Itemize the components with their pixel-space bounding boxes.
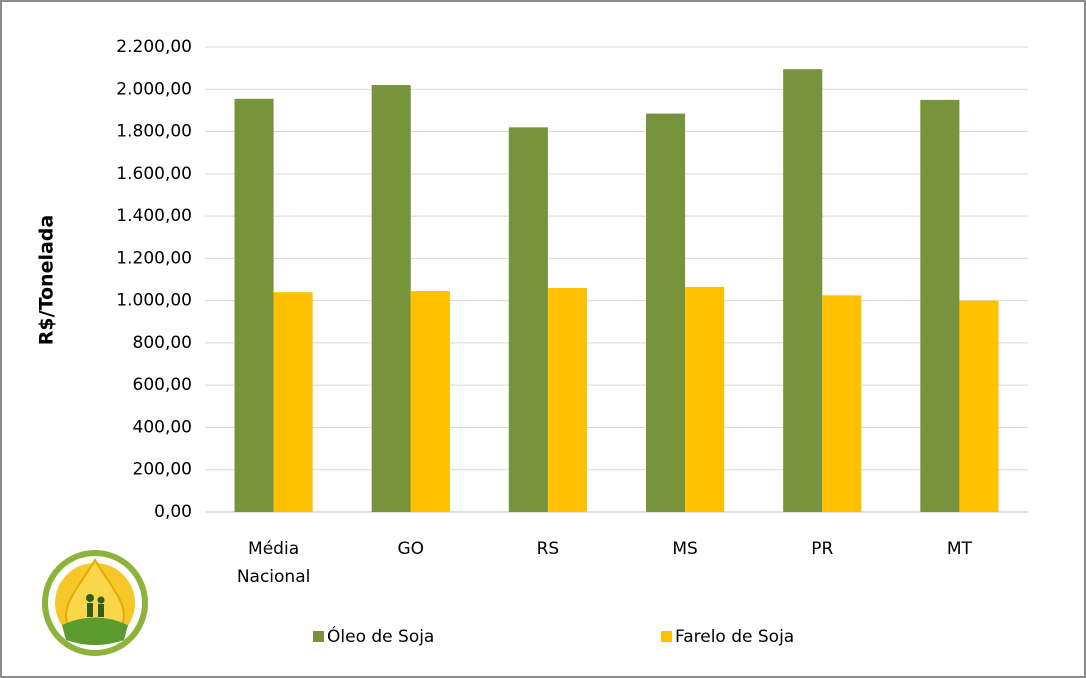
- legend-label: Óleo de Soja: [327, 625, 434, 647]
- bar: [920, 99, 960, 512]
- bar: [959, 300, 999, 512]
- x-tick-label: RS: [537, 539, 560, 559]
- y-axis-title: R$/Tonelada: [36, 215, 58, 345]
- y-tick-label: 400,00: [133, 417, 192, 437]
- bar: [273, 292, 313, 512]
- bar: [645, 113, 686, 513]
- x-tick-label: PR: [811, 539, 833, 559]
- bar: [783, 69, 823, 513]
- y-tick-label: 2.200,00: [116, 37, 192, 57]
- x-tick-label: MS: [672, 539, 697, 559]
- legend-swatch: [661, 631, 672, 642]
- x-tick-label: Média Nacional: [237, 539, 311, 587]
- y-tick-label: 800,00: [133, 333, 192, 353]
- y-tick-label: 1.200,00: [116, 248, 192, 268]
- y-tick-label: 1.600,00: [116, 164, 192, 184]
- y-tick-label: 1.000,00: [116, 291, 192, 311]
- x-tick-label: MT: [947, 539, 973, 559]
- bar: [685, 286, 725, 512]
- logo: [42, 550, 148, 656]
- bar: [547, 287, 588, 512]
- legend-label: Farelo de Soja: [675, 627, 794, 647]
- bar: [508, 127, 548, 513]
- y-tick-label: 0,00: [154, 502, 192, 522]
- bar: [371, 85, 411, 512]
- y-tick-label: 1.400,00: [116, 206, 192, 226]
- legend-swatch: [313, 631, 324, 642]
- bar: [410, 291, 450, 512]
- x-tick-label: GO: [397, 539, 424, 559]
- bar: [822, 295, 862, 512]
- y-tick-label: 600,00: [133, 375, 192, 395]
- y-tick-label: 200,00: [133, 460, 192, 480]
- y-tick-label: 1.800,00: [116, 122, 192, 142]
- bar: [234, 98, 274, 512]
- y-tick-label: 2.000,00: [116, 79, 192, 99]
